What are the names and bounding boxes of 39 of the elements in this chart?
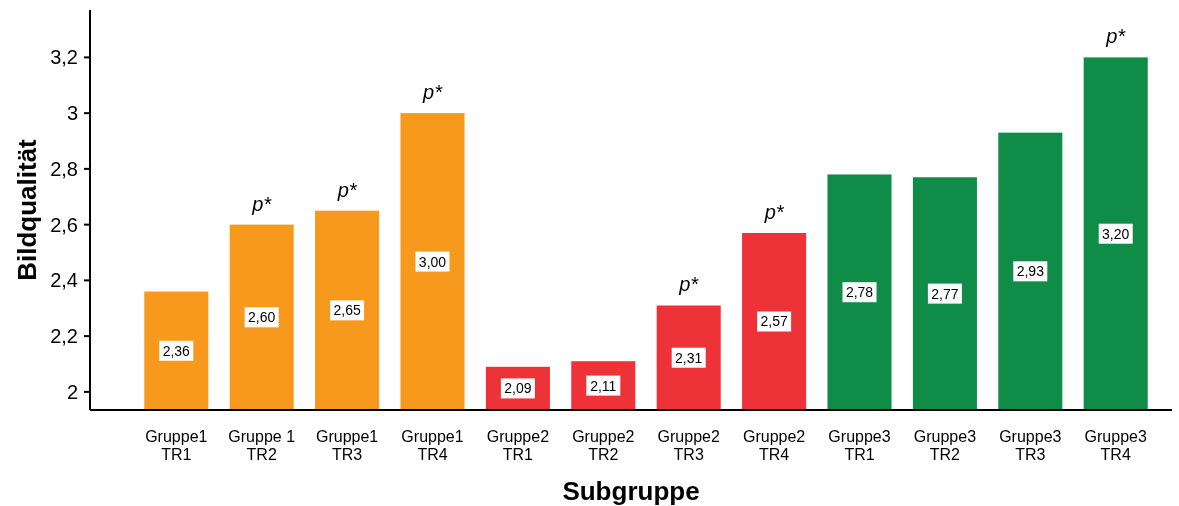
data-label: 2,77 [931, 285, 959, 302]
annotation: p* [251, 192, 273, 215]
data-label: 2,11 [590, 377, 617, 394]
x-tick-label: Gruppe1 TR3 [315, 428, 379, 463]
data-label: 2,60 [248, 309, 276, 326]
x-tick-label: Gruppe3 TR1 [828, 428, 891, 463]
x-tick-label: Gruppe3 TR2 [913, 428, 977, 463]
annotation: p* [1105, 25, 1127, 48]
data-label: 2,57 [760, 313, 788, 330]
data-label: 2,09 [504, 380, 532, 397]
annotation: p* [336, 178, 358, 201]
data-label: 3,00 [418, 253, 447, 270]
y-tick-label: 2,6 [50, 213, 78, 236]
x-tick-label: Gruppe3 TR3 [999, 428, 1062, 463]
x-tick-label: Gruppe2 TR1 [486, 428, 550, 463]
y-axis-title: Bildqualität [12, 138, 42, 281]
data-label: 3,20 [1102, 225, 1130, 242]
y-tick-label: 3,2 [50, 46, 78, 69]
annotation: p* [763, 201, 785, 223]
annotation: p* [678, 273, 700, 296]
x-tick-label: Gruppe2 TR4 [742, 428, 806, 463]
y-tick-label: 2 [66, 380, 78, 403]
x-tick-label: Gruppe1 TR4 [401, 428, 464, 463]
y-tick-label: 2,2 [50, 325, 78, 348]
data-label: 2,78 [845, 284, 874, 301]
y-tick-label: 3 [66, 102, 78, 125]
y-tick-label: 2,8 [50, 157, 78, 180]
y-tick-label: 2,4 [50, 269, 78, 292]
data-label: 2,93 [1016, 263, 1045, 280]
annotation: p* [422, 81, 444, 104]
x-tick-label: Gruppe1 TR1 [145, 428, 208, 463]
data-label: 2,31 [675, 349, 703, 366]
data-label: 2,65 [333, 302, 361, 319]
x-tick-label: Gruppe2 TR3 [657, 428, 720, 463]
x-tick-label: Gruppe3 TR4 [1084, 428, 1147, 463]
x-tick-label: Gruppe2 TR2 [572, 428, 635, 463]
x-tick-label: Gruppe 1 TR2 [228, 428, 296, 463]
data-label: 2,36 [162, 342, 191, 359]
x-axis-title: Subgruppe [562, 476, 700, 506]
